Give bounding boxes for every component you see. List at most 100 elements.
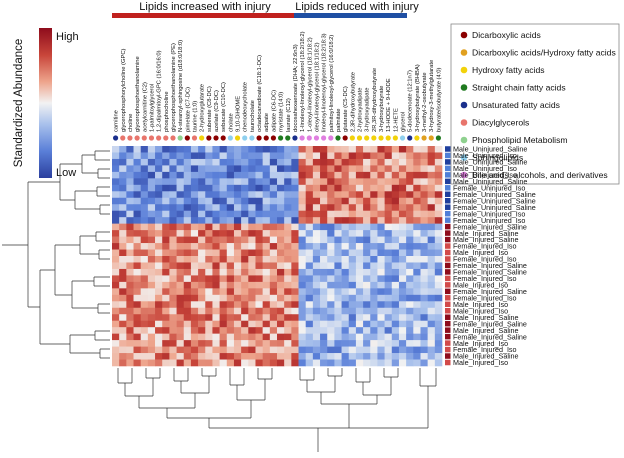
heatmap-cell xyxy=(212,197,220,205)
heatmap-cell xyxy=(398,288,407,296)
heatmap-cell xyxy=(384,249,393,257)
heatmap-cell xyxy=(305,256,314,263)
heatmap-cell xyxy=(226,178,235,186)
row-label: Male_Injured_Saline xyxy=(453,229,519,238)
heatmap-cell xyxy=(427,314,436,322)
row-label: Female_Uninjured_Iso xyxy=(453,183,525,192)
heatmap-cell xyxy=(355,333,364,341)
heatmap-cell xyxy=(155,327,163,334)
heatmap-cell xyxy=(205,178,213,186)
heatmap-cell xyxy=(269,230,278,237)
heatmap-cell xyxy=(233,152,242,160)
heatmap-cell xyxy=(140,359,149,367)
heatmap-cell xyxy=(241,353,249,360)
row-group-square xyxy=(445,282,451,288)
heatmap-cell xyxy=(219,275,228,283)
heatmap-cell xyxy=(126,294,134,302)
heatmap-cell xyxy=(119,333,127,341)
heatmap-cell xyxy=(155,294,163,302)
heatmap-cell xyxy=(147,327,156,334)
row-group-square xyxy=(445,204,451,210)
column-label: carnitine xyxy=(114,110,120,132)
heatmap-cell xyxy=(133,301,141,309)
heatmap-cell xyxy=(255,249,263,257)
heatmap-cell xyxy=(241,178,249,186)
heatmap-cell xyxy=(291,294,299,302)
heatmap-cell xyxy=(126,230,134,237)
heatmap-cell xyxy=(327,262,335,270)
heatmap-cell xyxy=(262,262,271,270)
heatmap-cell xyxy=(119,294,127,302)
heatmap-cell xyxy=(312,249,321,257)
heatmap-cell xyxy=(176,249,185,257)
heatmap-cell xyxy=(305,184,314,192)
heatmap-cell xyxy=(190,197,199,205)
heatmap-cell xyxy=(327,171,335,179)
heatmap-cell xyxy=(420,327,428,334)
heatmap-cell xyxy=(427,249,436,257)
heatmap-cell xyxy=(434,275,443,283)
heatmap-cell xyxy=(320,262,328,270)
heatmap-cell xyxy=(284,171,292,179)
heatmap-cell xyxy=(226,301,235,309)
heatmap-cell xyxy=(176,301,185,309)
heatmap-cell xyxy=(233,268,242,276)
heatmap-cell xyxy=(284,314,292,322)
heatmap-cell xyxy=(233,333,242,341)
heatmap-cell xyxy=(391,294,400,302)
heatmap-cell xyxy=(133,333,141,341)
heatmap-cell xyxy=(355,178,364,186)
heatmap-cell xyxy=(413,346,421,354)
heatmap-cell xyxy=(190,353,199,360)
heatmap-cell xyxy=(406,210,414,218)
heatmap-cell xyxy=(305,359,314,367)
heatmap-cell xyxy=(305,171,314,179)
heatmap-cell xyxy=(370,353,378,360)
heatmap-cell xyxy=(205,314,213,322)
heatmap-cell xyxy=(162,146,170,153)
heatmap-cell xyxy=(348,353,357,360)
column-label: glycerophosphoethanolamine (PE) xyxy=(171,43,177,132)
column-class-dot xyxy=(371,135,377,141)
heatmap-cell xyxy=(226,275,235,283)
heatmap-cell xyxy=(427,262,436,270)
heatmap-cell xyxy=(269,359,278,367)
heatmap-cell xyxy=(334,281,342,289)
heatmap-cell xyxy=(348,217,357,224)
heatmap-cell xyxy=(398,268,407,276)
row-group-square xyxy=(445,359,451,366)
column-class-dot xyxy=(249,135,255,141)
heatmap-cell xyxy=(355,223,364,231)
heatmap-cell xyxy=(363,340,371,347)
heatmap-cell xyxy=(155,301,163,309)
heatmap-cell xyxy=(355,243,364,250)
heatmap-cell xyxy=(434,243,443,250)
heatmap-cell xyxy=(269,236,278,244)
heatmap-cell xyxy=(305,333,314,341)
heatmap-cell xyxy=(277,146,285,153)
heatmap-cell xyxy=(255,230,263,237)
heatmap-cell xyxy=(112,210,120,218)
heatmap-cell xyxy=(384,353,393,360)
heatmap-cell xyxy=(298,191,306,199)
column-dendrogram-branches xyxy=(117,368,437,452)
row-label: Female_Injured_Iso xyxy=(453,345,517,354)
heatmap-cell xyxy=(406,146,414,153)
heatmap-cell xyxy=(348,178,357,186)
heatmap-cell xyxy=(140,223,149,231)
heatmap-cell xyxy=(119,191,127,199)
heatmap-cell xyxy=(169,165,177,173)
heatmap-cell xyxy=(241,359,249,367)
heatmap-cell xyxy=(190,171,199,179)
heatmap-cell xyxy=(147,165,156,173)
heatmap-cell xyxy=(169,353,177,360)
heatmap-cell xyxy=(133,178,141,186)
heatmap-cell xyxy=(255,333,263,341)
heatmap-cell xyxy=(341,146,350,153)
heatmap-cell xyxy=(327,230,335,237)
heatmap-cell xyxy=(183,281,192,289)
heatmap-cell xyxy=(169,249,177,257)
heatmap-cell xyxy=(363,243,371,250)
column-class-dot xyxy=(435,135,442,141)
heatmap-cell xyxy=(269,223,278,231)
